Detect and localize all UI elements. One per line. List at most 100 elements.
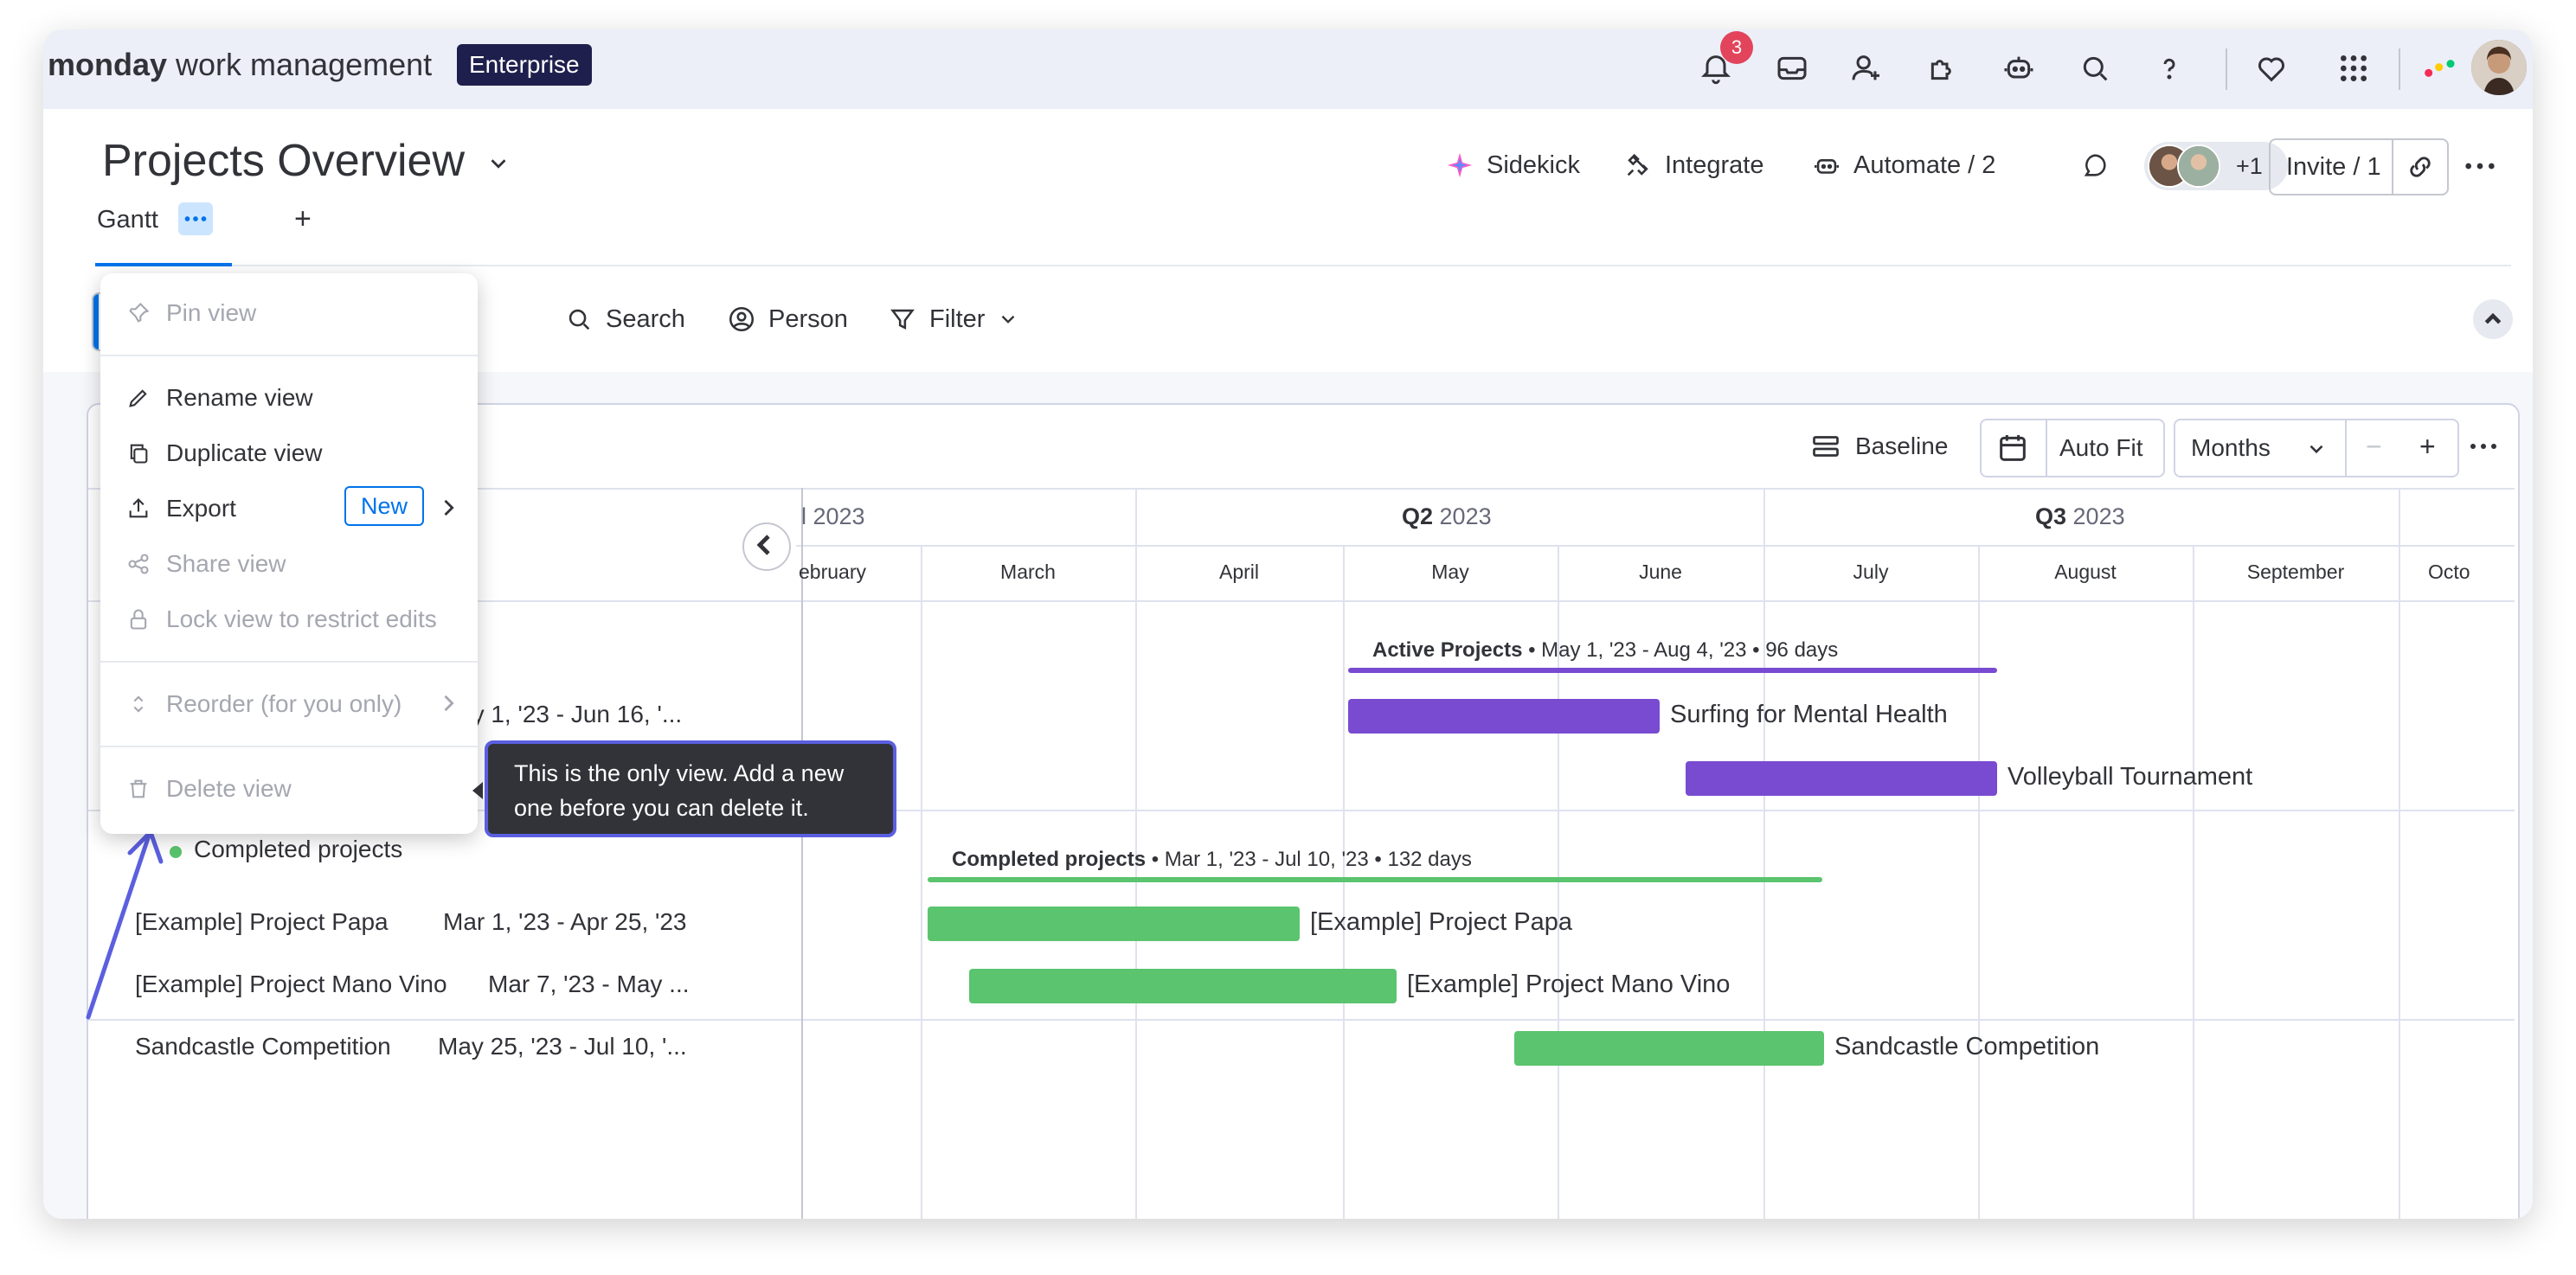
menu-item-rename-view[interactable]: Rename view bbox=[126, 384, 313, 412]
menu-divider bbox=[100, 661, 478, 663]
menu-item-lock-view[interactable]: Lock view to restrict edits bbox=[126, 605, 437, 633]
month-label: June bbox=[1639, 561, 1682, 583]
gantt-bar[interactable] bbox=[1348, 699, 1660, 734]
sidekick-button[interactable]: Sidekick bbox=[1445, 151, 1580, 180]
collapse-header-button[interactable] bbox=[2473, 299, 2513, 339]
members-group[interactable]: +1 bbox=[2144, 142, 2288, 190]
ai-bot-icon[interactable] bbox=[1997, 47, 2040, 90]
person-filter-button[interactable]: Person bbox=[727, 304, 848, 334]
tab-active-indicator bbox=[95, 263, 232, 266]
month-label: April bbox=[1218, 561, 1260, 583]
month-label: August bbox=[2054, 561, 2117, 583]
menu-item-label: Export bbox=[166, 495, 236, 522]
apps-icon[interactable] bbox=[1921, 47, 1964, 90]
gantt-bar[interactable] bbox=[1686, 761, 1997, 796]
gantt-bar[interactable] bbox=[1514, 1031, 1824, 1066]
gantt-bar-label: Surfing for Mental Health bbox=[1670, 701, 1948, 728]
monday-logo-icon[interactable] bbox=[2416, 47, 2464, 90]
zoom-out-button[interactable]: − bbox=[2366, 431, 2382, 462]
tab-gantt[interactable]: Gantt bbox=[97, 202, 213, 235]
integrate-label: Integrate bbox=[1665, 151, 1764, 179]
item-dates: Mar 1, '23 - Apr 25, '23 bbox=[443, 908, 687, 935]
item-name[interactable]: [Example] Project Papa bbox=[135, 908, 389, 935]
menu-item-reorder[interactable]: Reorder (for you only) bbox=[126, 690, 401, 718]
person-label: Person bbox=[768, 304, 848, 333]
heart-icon[interactable] bbox=[2250, 47, 2293, 90]
automate-button[interactable]: Automate / 2 bbox=[1812, 151, 1995, 180]
grid-line bbox=[2399, 488, 2400, 1219]
month-label: September bbox=[2246, 561, 2345, 583]
bell-icon[interactable] bbox=[1694, 47, 1738, 90]
zoom-in-button[interactable]: + bbox=[2419, 431, 2436, 462]
gantt-bar[interactable] bbox=[928, 907, 1300, 941]
menu-item-share-view[interactable]: Share view bbox=[126, 550, 286, 578]
tooltip-arrow bbox=[472, 782, 483, 799]
filter-button[interactable]: Filter bbox=[888, 304, 1019, 334]
search-button[interactable]: Search bbox=[564, 304, 685, 334]
menu-item-label: Delete view bbox=[166, 775, 292, 802]
search-icon[interactable] bbox=[2073, 47, 2117, 90]
help-icon[interactable] bbox=[2148, 47, 2191, 90]
integrate-button[interactable]: Integrate bbox=[1623, 151, 1763, 180]
group-summary-active: Active Projects • May 1, '23 - Aug 4, '2… bbox=[1372, 638, 1839, 662]
gantt-bar-label: Volleyball Tournament bbox=[2007, 763, 2253, 791]
tab-options-icon[interactable] bbox=[178, 202, 213, 235]
divider bbox=[2345, 420, 2347, 476]
tooltip-line: one before you can delete it. bbox=[514, 795, 809, 821]
lock-icon bbox=[130, 609, 147, 630]
grid-line bbox=[88, 488, 2515, 490]
month-label: ebruary bbox=[799, 561, 866, 583]
menu-divider bbox=[100, 355, 478, 356]
chevron-right-icon bbox=[444, 499, 454, 516]
baseline-button[interactable]: Baseline bbox=[1810, 431, 1948, 462]
menu-item-pin-view[interactable]: Pin view bbox=[126, 299, 256, 327]
group-bar-active[interactable] bbox=[1348, 668, 1997, 673]
calendar-icon bbox=[2000, 435, 2026, 461]
tab-bar-divider bbox=[95, 265, 2511, 266]
user-avatar[interactable] bbox=[2471, 40, 2527, 95]
time-scale-select[interactable]: Months bbox=[2191, 434, 2271, 461]
more-options-icon[interactable] bbox=[2468, 431, 2499, 462]
menu-divider bbox=[100, 746, 478, 747]
divider bbox=[2226, 48, 2227, 90]
brand-logo[interactable]: monday work management bbox=[48, 47, 433, 82]
item-name[interactable]: Sandcastle Competition bbox=[135, 1033, 391, 1060]
updates-button[interactable] bbox=[2080, 151, 2110, 180]
grid-line bbox=[921, 545, 922, 1219]
sidekick-label: Sidekick bbox=[1487, 151, 1580, 179]
grid-icon[interactable] bbox=[2332, 47, 2375, 90]
robot-icon bbox=[1814, 159, 1840, 174]
quarter-label: l 2023 bbox=[801, 503, 865, 529]
menu-item-export[interactable]: Export bbox=[126, 495, 236, 522]
divider bbox=[2399, 48, 2400, 90]
members-more-count: +1 bbox=[2236, 153, 2263, 179]
inbox-icon[interactable] bbox=[1770, 47, 1814, 90]
menu-item-label: Rename view bbox=[166, 384, 313, 411]
collapse-left-pane-button[interactable] bbox=[742, 522, 791, 571]
chevron-down-icon[interactable] bbox=[997, 308, 1019, 330]
item-name[interactable]: [Example] Project Mano Vino bbox=[135, 971, 447, 997]
invite-button[interactable]: Invite / 1 bbox=[2269, 138, 2449, 195]
item-dates: May 25, '23 - Jul 10, '... bbox=[438, 1033, 687, 1060]
automate-label: Automate / 2 bbox=[1853, 151, 1996, 179]
gantt-bar[interactable] bbox=[969, 969, 1397, 1003]
calendar-button[interactable] bbox=[1982, 420, 2047, 476]
menu-item-duplicate-view[interactable]: Duplicate view bbox=[126, 439, 323, 467]
page-title[interactable]: Projects Overview bbox=[102, 135, 511, 187]
chevron-down-icon[interactable] bbox=[2305, 438, 2328, 460]
auto-fit-button[interactable]: Auto Fit bbox=[2059, 434, 2143, 461]
more-options-icon[interactable] bbox=[2463, 149, 2497, 183]
menu-item-delete-view[interactable]: Delete view bbox=[126, 775, 292, 803]
group-bar-completed[interactable] bbox=[928, 877, 1822, 882]
link-icon[interactable] bbox=[2406, 152, 2435, 182]
add-view-button[interactable]: + bbox=[294, 202, 312, 235]
person-icon bbox=[729, 306, 755, 332]
grid-line bbox=[1763, 488, 1765, 1219]
invite-user-icon[interactable] bbox=[1845, 47, 1888, 90]
month-label: July bbox=[1853, 561, 1889, 583]
sparkle-icon bbox=[1447, 152, 1473, 178]
group-name-completed[interactable]: Completed projects bbox=[194, 836, 403, 862]
chevron-down-icon bbox=[491, 159, 506, 169]
pin-icon bbox=[129, 303, 150, 323]
grid-line bbox=[801, 488, 803, 1219]
